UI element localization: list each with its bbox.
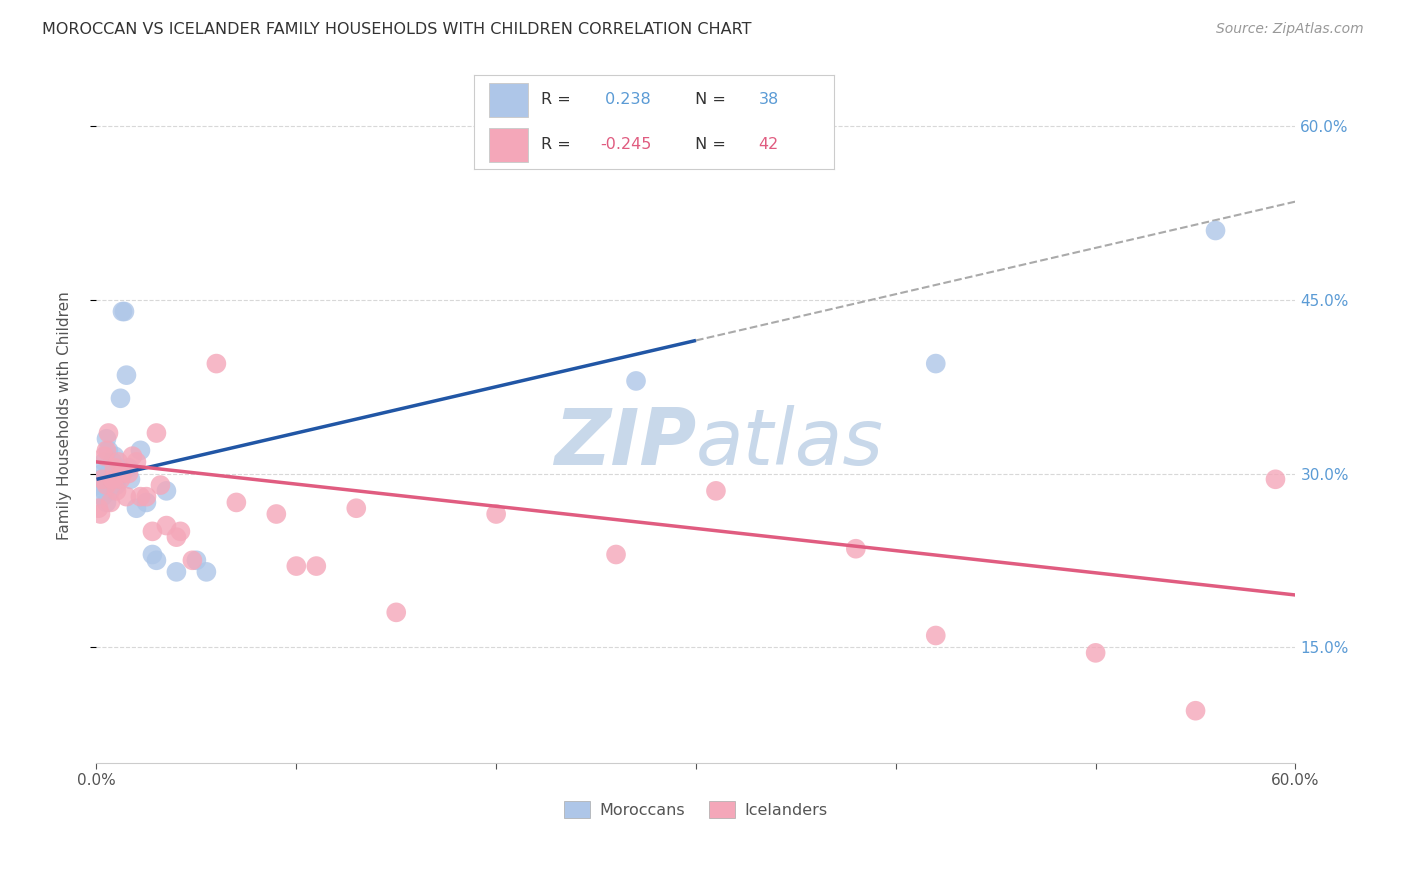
Point [101, 455, 124, 469]
Point [195, 565, 218, 579]
Point [925, 628, 948, 642]
Point [97, 472, 120, 486]
Point [1184, 704, 1206, 718]
Point [110, 392, 132, 406]
Point [91, 472, 114, 486]
Point [87, 478, 110, 492]
Point [165, 530, 187, 544]
Point [141, 524, 163, 539]
Point [169, 524, 191, 539]
Point [97, 467, 120, 481]
Point [704, 483, 727, 498]
Point [93, 483, 115, 498]
Point [105, 478, 128, 492]
Point [205, 357, 228, 371]
Point [125, 501, 148, 516]
Point [605, 548, 627, 562]
Point [114, 304, 136, 318]
Point [120, 472, 142, 486]
Point [89, 472, 111, 486]
Point [97, 425, 120, 440]
Point [117, 467, 139, 481]
Point [135, 490, 157, 504]
Point [97, 443, 120, 458]
Point [105, 472, 128, 486]
Point [624, 374, 647, 388]
Point [1084, 646, 1107, 660]
Point [107, 455, 129, 469]
Point [89, 507, 111, 521]
Point [145, 425, 167, 440]
Point [91, 467, 114, 481]
Text: Source: ZipAtlas.com: Source: ZipAtlas.com [1216, 22, 1364, 37]
Point [125, 455, 148, 469]
Point [111, 467, 134, 481]
Point [485, 507, 508, 521]
Point [103, 449, 125, 463]
Point [115, 490, 138, 504]
Point [93, 455, 115, 469]
Point [266, 507, 288, 521]
Point [105, 483, 128, 498]
Point [845, 541, 868, 556]
Point [103, 472, 125, 486]
Point [149, 478, 172, 492]
Point [101, 472, 124, 486]
Point [181, 553, 204, 567]
Point [285, 559, 308, 574]
Y-axis label: Family Households with Children: Family Households with Children [58, 292, 72, 540]
Point [96, 495, 118, 509]
Point [96, 443, 118, 458]
Text: atlas: atlas [696, 406, 884, 482]
Point [135, 495, 157, 509]
Text: MOROCCAN VS ICELANDER FAMILY HOUSEHOLDS WITH CHILDREN CORRELATION CHART: MOROCCAN VS ICELANDER FAMILY HOUSEHOLDS … [42, 22, 752, 37]
Point [1205, 223, 1227, 237]
Text: ZIP: ZIP [554, 406, 696, 482]
Point [110, 472, 132, 486]
Point [117, 460, 139, 475]
Point [385, 606, 408, 620]
Point [129, 443, 152, 458]
Point [96, 478, 118, 492]
Point [186, 553, 208, 567]
Point [155, 518, 177, 533]
Point [225, 495, 247, 509]
Point [344, 501, 367, 516]
Point [100, 483, 122, 498]
Point [100, 495, 122, 509]
Point [925, 357, 948, 371]
Point [1264, 472, 1286, 486]
Point [141, 548, 163, 562]
Point [121, 449, 143, 463]
Point [96, 432, 118, 446]
Point [165, 565, 187, 579]
Point [103, 460, 125, 475]
Point [101, 467, 124, 481]
Point [87, 501, 110, 516]
Legend: Moroccans, Icelanders: Moroccans, Icelanders [558, 795, 834, 824]
Point [107, 460, 129, 475]
Point [91, 490, 114, 504]
Point [100, 472, 122, 486]
Point [93, 449, 115, 463]
Point [155, 483, 177, 498]
Point [305, 559, 328, 574]
Point [145, 553, 167, 567]
Point [129, 490, 152, 504]
Point [115, 368, 138, 383]
Point [111, 304, 134, 318]
